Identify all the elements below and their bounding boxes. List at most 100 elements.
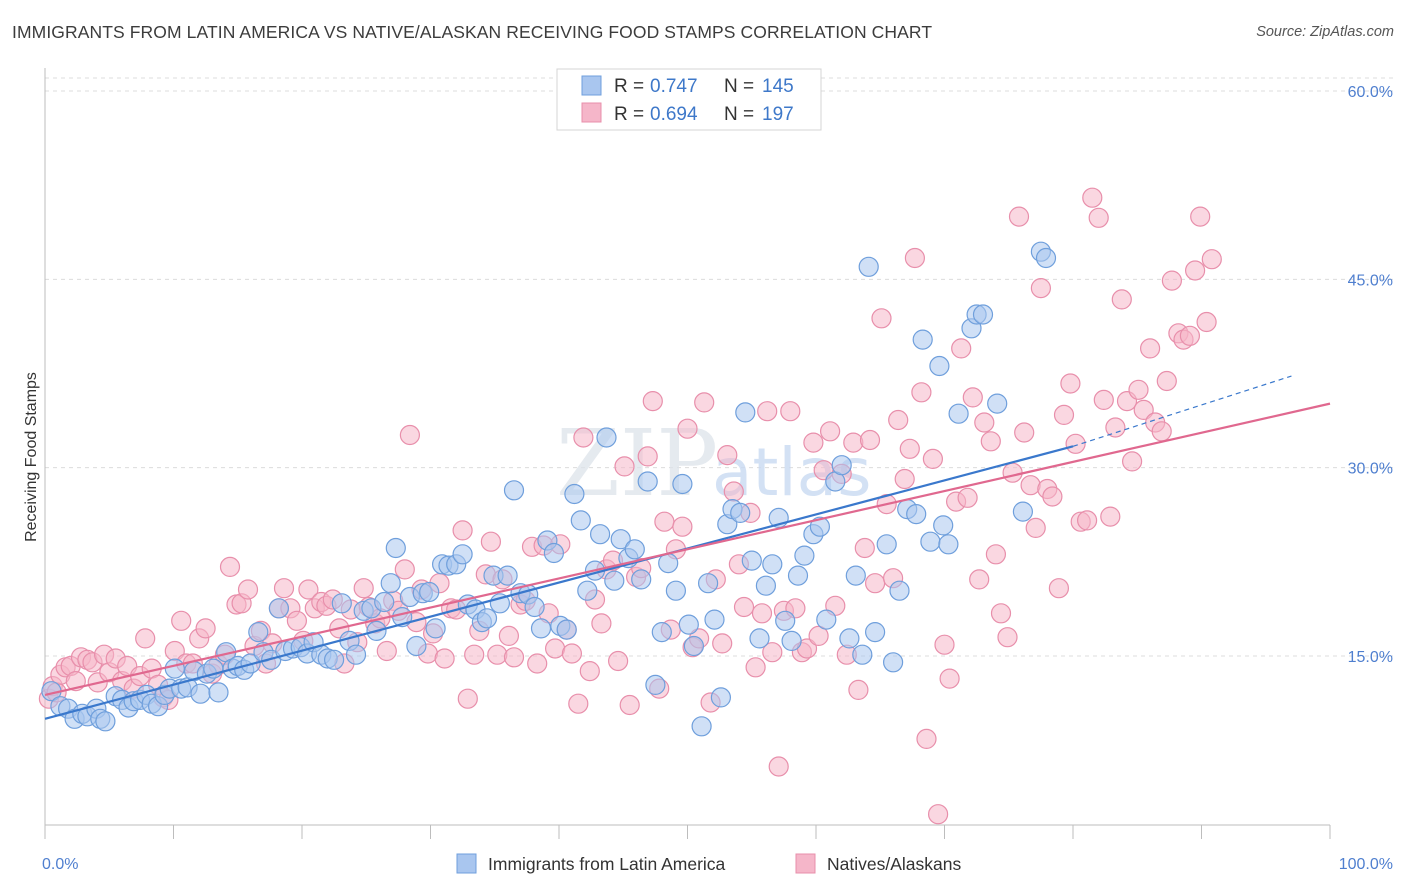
natives-point xyxy=(712,633,733,654)
natives-point xyxy=(980,431,1001,452)
immigrants-point xyxy=(704,609,725,630)
immigrants-point xyxy=(816,609,837,630)
natives-point xyxy=(607,650,629,672)
immigrants-point xyxy=(385,537,406,559)
natives-point xyxy=(614,456,635,477)
natives-point xyxy=(399,424,420,446)
natives-point xyxy=(1060,373,1081,394)
immigrants-point xyxy=(730,502,751,524)
immigrants-point xyxy=(645,674,666,696)
immigrants-point xyxy=(208,682,229,703)
bottom-legend-label-immigrants: Immigrants from Latin America xyxy=(488,854,726,874)
natives-point xyxy=(922,448,944,469)
immigrants-point xyxy=(651,621,672,643)
natives-point xyxy=(1042,486,1063,507)
immigrants-point xyxy=(781,630,802,652)
natives-point xyxy=(1082,187,1103,208)
natives-point xyxy=(985,544,1007,565)
natives-point xyxy=(171,610,192,631)
natives-point xyxy=(591,613,612,634)
natives-point xyxy=(498,625,519,647)
immigrants-point xyxy=(938,534,959,555)
natives-point xyxy=(1133,399,1154,420)
natives-point xyxy=(934,634,955,655)
natives-point xyxy=(751,603,773,624)
natives-point xyxy=(888,409,909,431)
natives-point xyxy=(962,387,983,408)
natives-point xyxy=(864,573,886,594)
natives-point xyxy=(1151,421,1172,442)
natives-point xyxy=(1100,506,1121,527)
natives-point xyxy=(762,642,783,663)
natives-point xyxy=(1179,325,1201,346)
natives-point xyxy=(1053,404,1075,425)
natives-point xyxy=(1105,417,1126,438)
natives-point xyxy=(939,668,960,689)
legend-n-label-1: N = xyxy=(724,76,754,97)
immigrants-point xyxy=(755,575,777,596)
natives-point xyxy=(579,660,600,682)
natives-point xyxy=(1128,379,1149,400)
immigrants-point xyxy=(1012,501,1034,522)
immigrants-point xyxy=(876,534,897,555)
natives-point xyxy=(434,648,455,669)
immigrants-point xyxy=(530,618,552,639)
natives-point xyxy=(757,401,778,422)
natives-point xyxy=(353,578,374,599)
immigrants-point xyxy=(331,593,352,614)
natives-point xyxy=(480,531,501,552)
natives-point xyxy=(990,603,1012,624)
natives-point xyxy=(1014,422,1035,443)
immigrants-point xyxy=(749,628,770,649)
immigrants-point xyxy=(697,573,719,594)
natives-point xyxy=(694,392,715,413)
natives-point xyxy=(273,578,295,599)
immigrants-point xyxy=(665,580,687,601)
immigrants-point xyxy=(577,580,598,601)
natives-point xyxy=(894,468,915,490)
immigrants-point xyxy=(787,565,809,586)
natives-point xyxy=(974,412,995,433)
immigrants-point xyxy=(864,621,886,643)
immigrants-point xyxy=(858,256,879,277)
trend-line-immigrants xyxy=(44,445,1074,720)
y-tick-label: 45.0% xyxy=(1348,272,1393,289)
immigrants-point xyxy=(831,455,852,476)
natives-point xyxy=(927,804,949,825)
immigrants-point xyxy=(972,304,994,325)
immigrants-point xyxy=(524,596,545,618)
natives-point xyxy=(899,438,920,459)
series-legend: Immigrants from Latin America Natives/Al… xyxy=(456,853,961,874)
immigrants-point xyxy=(497,565,518,586)
natives-point xyxy=(1088,207,1109,228)
immigrants-point xyxy=(678,614,699,635)
immigrants-point xyxy=(933,515,954,536)
immigrants-point xyxy=(741,550,762,571)
natives-point xyxy=(503,647,525,668)
immigrants-point xyxy=(190,683,211,704)
natives-point xyxy=(1161,270,1183,291)
immigrants-point xyxy=(503,480,525,501)
natives-point xyxy=(1065,433,1086,454)
natives-point xyxy=(452,520,473,541)
natives-point xyxy=(1139,338,1161,359)
immigrants-point xyxy=(683,635,705,657)
immigrants-point xyxy=(762,554,783,575)
trend-line-natives xyxy=(44,402,1331,696)
immigrants-point xyxy=(906,503,927,525)
immigrants-point xyxy=(852,644,873,665)
natives-point xyxy=(642,391,663,412)
natives-point xyxy=(654,511,675,532)
immigrants-point xyxy=(912,329,933,350)
y-tick-label: 60.0% xyxy=(1348,84,1393,101)
immigrants-point xyxy=(164,658,185,679)
natives-point xyxy=(951,338,972,359)
x-tick-label: 0.0% xyxy=(42,856,78,873)
immigrants-point xyxy=(419,581,440,603)
legend-r-value-1: 0.747 xyxy=(650,76,698,97)
natives-point xyxy=(1025,517,1046,539)
immigrants-point xyxy=(425,618,446,639)
natives-point xyxy=(1030,278,1052,299)
legend-n-label-2: N = xyxy=(724,104,754,125)
bottom-legend-swatch-natives xyxy=(795,853,816,874)
